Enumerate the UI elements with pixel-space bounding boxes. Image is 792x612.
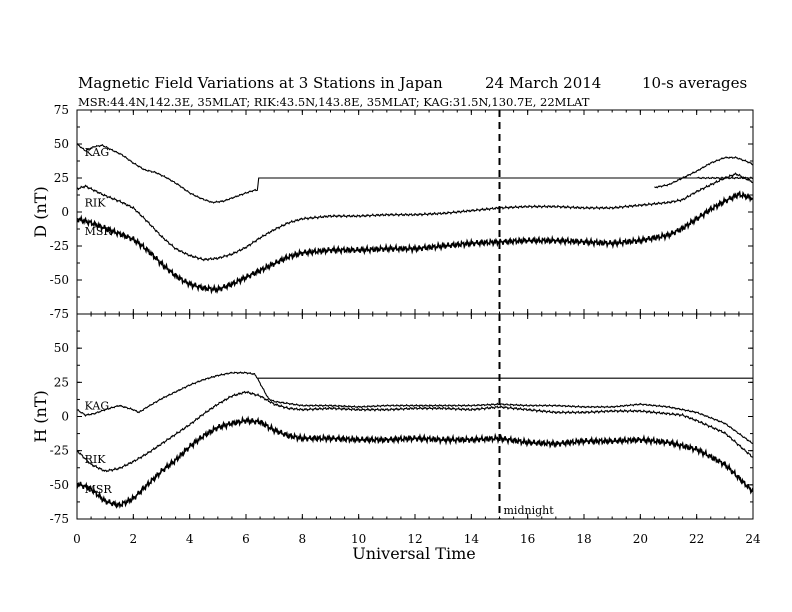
series-line-kag bbox=[77, 371, 753, 417]
y-tick-label: -25 bbox=[50, 239, 69, 253]
series-line-kag bbox=[654, 156, 753, 189]
y-tick-label: 50 bbox=[54, 341, 69, 355]
panel-h: 50 25 0 -25 -50 -75 H (nT) KAG RIK MSR bbox=[31, 313, 754, 526]
series-label-kag: KAG bbox=[85, 400, 110, 413]
series-label-rik: RIK bbox=[85, 453, 107, 466]
x-tick-label: 18 bbox=[576, 532, 591, 546]
x-tick-label: 2 bbox=[130, 532, 138, 546]
panel-d: 75 50 25 0 -25 -50 -75 D (nT) KAG RIK MSR bbox=[31, 103, 754, 321]
y-tick-label: -25 bbox=[50, 444, 69, 458]
chart-subtitle: MSR:44.4N,142.3E, 35MLAT; RIK:43.5N,143.… bbox=[78, 95, 590, 109]
series-label-msr: MSR bbox=[85, 483, 113, 496]
series-line-msr bbox=[77, 190, 753, 295]
x-tick-label: 6 bbox=[242, 532, 250, 546]
chart-date: 24 March 2014 bbox=[485, 74, 601, 92]
x-axis: 0 2 4 6 8 10 12 14 16 18 20 22 24 bbox=[73, 532, 761, 546]
y-tick-label: -75 bbox=[50, 307, 69, 321]
chart-averaging: 10-s averages bbox=[642, 74, 747, 92]
panel-frame bbox=[76, 109, 754, 315]
x-tick-label: 16 bbox=[520, 532, 535, 546]
y-tick-label: -50 bbox=[50, 478, 69, 492]
y-axis-label: D (nT) bbox=[31, 186, 50, 237]
series-label-kag: KAG bbox=[85, 146, 110, 159]
panel-frame bbox=[76, 313, 754, 520]
y-tick-label: 25 bbox=[54, 375, 69, 389]
series-line-rik bbox=[77, 172, 753, 262]
panels-group: 75 50 25 0 -25 -50 -75 D (nT) KAG RIK MSR 50 25 0 -25 -… bbox=[31, 103, 754, 526]
series-label-rik: RIK bbox=[85, 196, 107, 209]
y-tick-label: 50 bbox=[54, 137, 69, 151]
x-tick-label: 4 bbox=[186, 532, 194, 546]
chart-title: Magnetic Field Variations at 3 Stations … bbox=[78, 74, 443, 92]
y-tick-label: 0 bbox=[61, 205, 69, 219]
series-line-kag bbox=[257, 378, 753, 445]
series-line-rik bbox=[77, 390, 753, 473]
x-tick-label: 8 bbox=[299, 532, 307, 546]
y-axis-label: H (nT) bbox=[31, 390, 50, 443]
midnight-label: midnight bbox=[504, 504, 555, 517]
series-label-msr: MSR bbox=[85, 225, 113, 238]
x-tick-label: 10 bbox=[351, 532, 366, 546]
x-axis-label: Universal Time bbox=[352, 544, 475, 563]
y-tick-label: 75 bbox=[54, 103, 69, 117]
y-tick-label: -50 bbox=[50, 273, 69, 287]
x-tick-label: 24 bbox=[745, 532, 761, 546]
series-line-msr bbox=[77, 415, 753, 509]
x-tick-label: 14 bbox=[464, 532, 480, 546]
x-tick-label: 22 bbox=[689, 532, 704, 546]
x-tick-label: 0 bbox=[73, 532, 81, 546]
series-line-kag bbox=[77, 143, 753, 204]
y-tick-label: 25 bbox=[54, 171, 69, 185]
x-tick-label: 20 bbox=[633, 532, 648, 546]
y-tick-label: -75 bbox=[50, 512, 69, 526]
x-tick-label: 12 bbox=[407, 532, 422, 546]
y-tick-label: 0 bbox=[61, 410, 69, 424]
